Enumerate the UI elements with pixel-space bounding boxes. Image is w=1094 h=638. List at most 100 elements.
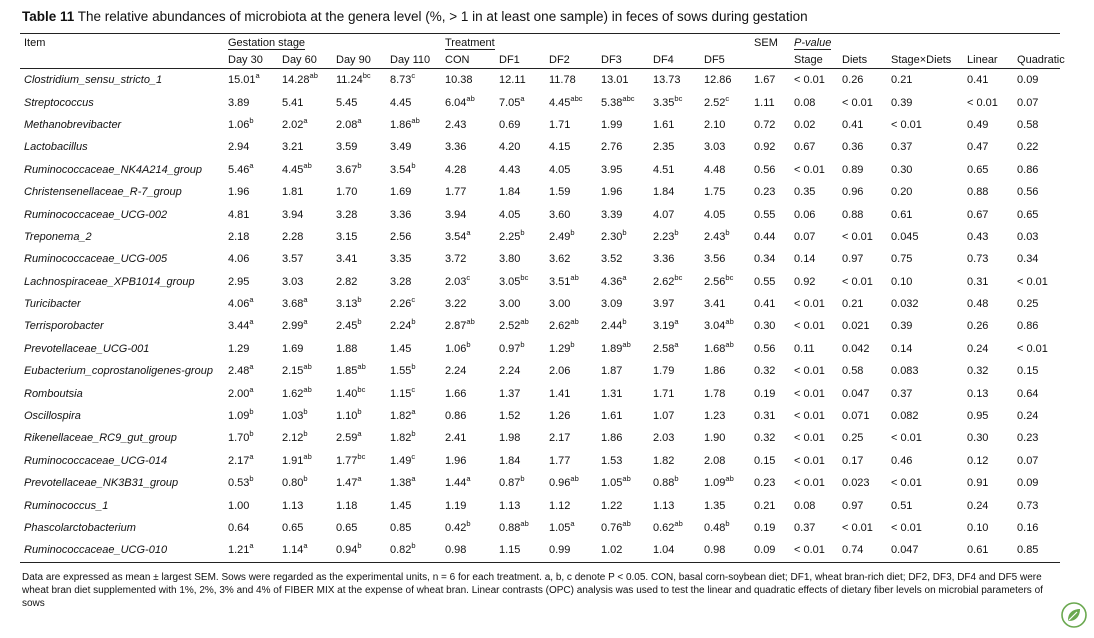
col-header-blank [20,51,224,69]
table-cell: 0.58 [842,365,864,378]
col-subheader: Stage×Diets [887,51,964,69]
table-cell: 4.36a [601,272,627,288]
table-cell: 2.17 [549,432,571,445]
table-cell: 0.74 [838,539,888,563]
table-cell: 0.97 [842,253,864,266]
table-cell: 1.12 [549,499,571,512]
table-cell: 1.31 [601,387,623,400]
table-cell: 3.35 [390,253,412,266]
table-cell: 0.88 [967,186,989,199]
col-header-item: Item [20,33,224,51]
table-cell: 3.39 [601,208,623,221]
table-cell: 3.72 [445,253,467,266]
col-header-sem: SEM [750,33,791,51]
genus-name: Christensenellaceae_R-7_group [24,186,182,199]
table-cell: 1.18 [336,499,358,512]
significance-letter: ab [570,474,579,484]
genus-name: Romboutsia [24,387,83,400]
genus-name: Lactobacillus [24,141,88,154]
table-cell: 0.045 [891,230,919,243]
table-cell: 1.89ab [601,339,631,355]
table-cell: 0.032 [891,298,919,311]
significance-letter: ab [725,474,734,484]
table-cell: 1.61 [653,118,675,131]
table-cell: < 0.01 [794,477,825,490]
table-cell: 11.78 [549,74,576,87]
table-cell: 0.65 [336,522,358,534]
col-subheader: DF3 [597,51,649,69]
table-cell: 0.023 [842,477,870,490]
table-cell: 13.73 [653,74,681,87]
table-cell: 3.03 [282,275,304,288]
table-cell: 1.69 [282,342,304,355]
table-row: Ruminococcaceae_UCG-005 4.06 3.57 3.41 3.35 3… [20,248,1060,270]
table-cell: 0.51 [891,499,913,512]
genus-name: Eubacterium_coprostanoligenes-group [24,365,213,378]
table-cell: 0.62ab [653,519,683,534]
table-cell: 1.86 [601,432,623,445]
table-cell: 0.082 [891,410,919,423]
significance-letter: b [411,160,416,170]
table-cell: 0.11 [794,342,815,355]
table-cell: 4.05 [704,208,726,221]
table-cell: 2.12b [282,429,308,445]
table-cell: 0.09 [1017,477,1039,490]
table-cell: 6.04ab [445,93,475,109]
table-cell: 0.24 [967,342,989,355]
significance-letter: b [520,339,525,349]
table-cell: 2.44b [601,317,627,333]
table-cell: 0.76ab [601,519,631,534]
table-cell: 1.67 [754,74,776,87]
table-cell: 1.00 [228,499,250,512]
table-cell: < 0.01 [967,96,998,109]
col-subheader: Day 110 [386,51,441,69]
table-cell: 4.45abc [549,93,583,109]
table-row: Romboutsia 2.00a 1.62ab 1.40bc 1.15c 1.66 1.37… [20,382,1060,404]
significance-letter: a [249,451,254,461]
table-cell: 2.35 [653,141,675,154]
table-cell: < 0.01 [891,477,922,490]
table-cell: 1.49c [390,451,416,467]
table-row: Ruminococcaceae_NK4A214_group 5.46a 4.45ab… [20,159,1060,181]
table-cell: 0.42b [445,519,471,534]
table-cell: 3.36 [445,141,467,154]
significance-letter: a [303,115,308,125]
genus-name: Clostridium_sensu_stricto_1 [24,74,163,87]
data-table: Item Gestation stage Treatment SEM P-val… [20,33,1065,563]
significance-letter: b [725,519,730,528]
genus-name: Treponema_2 [24,230,92,243]
table-cell: < 0.01 [842,275,873,288]
table-cell: 1.26 [549,410,571,423]
significance-letter: ab [725,339,734,349]
table-row: Eubacterium_coprostanoligenes-group 2.48a… [20,360,1060,382]
table-cell: 0.07 [1017,454,1039,467]
table-cell: 3.49 [390,141,412,154]
table-cell: 0.37 [891,387,913,400]
table-cell: 1.41 [549,387,571,400]
table-cell: 0.32 [754,365,776,378]
significance-letter: c [411,71,416,81]
table-cell: 0.20 [891,186,913,199]
table-row: Oscillospira 1.09b 1.03b 1.10b 1.82a 0.86 1.52… [20,405,1060,427]
table-cell: 1.05ab [601,474,631,490]
table-cell: 0.67 [967,208,989,221]
table-cell: 0.19 [754,387,776,400]
table-cell: 3.36 [653,253,675,266]
table-cell: 0.56 [754,163,776,176]
table-cell: 3.41 [704,298,726,311]
table-cell: 1.86ab [390,115,420,131]
significance-letter: b [357,541,362,551]
significance-letter: a [674,339,679,349]
table-cell: 4.48 [704,163,726,176]
genus-name: Lachnospiraceae_XPB1014_group [24,275,195,288]
table-cell: 1.38a [390,474,416,490]
table-cell: < 0.01 [794,320,825,333]
table-cell: 0.48b [704,519,730,534]
table-cell: 1.79 [653,365,675,378]
table-cell: 0.25 [1017,298,1039,311]
significance-letter: ab [411,115,420,125]
table-cell: 2.52c [704,93,730,109]
table-cell: 0.21 [842,298,864,311]
significance-letter: ab [520,317,529,327]
table-cell: 2.30b [601,227,627,243]
